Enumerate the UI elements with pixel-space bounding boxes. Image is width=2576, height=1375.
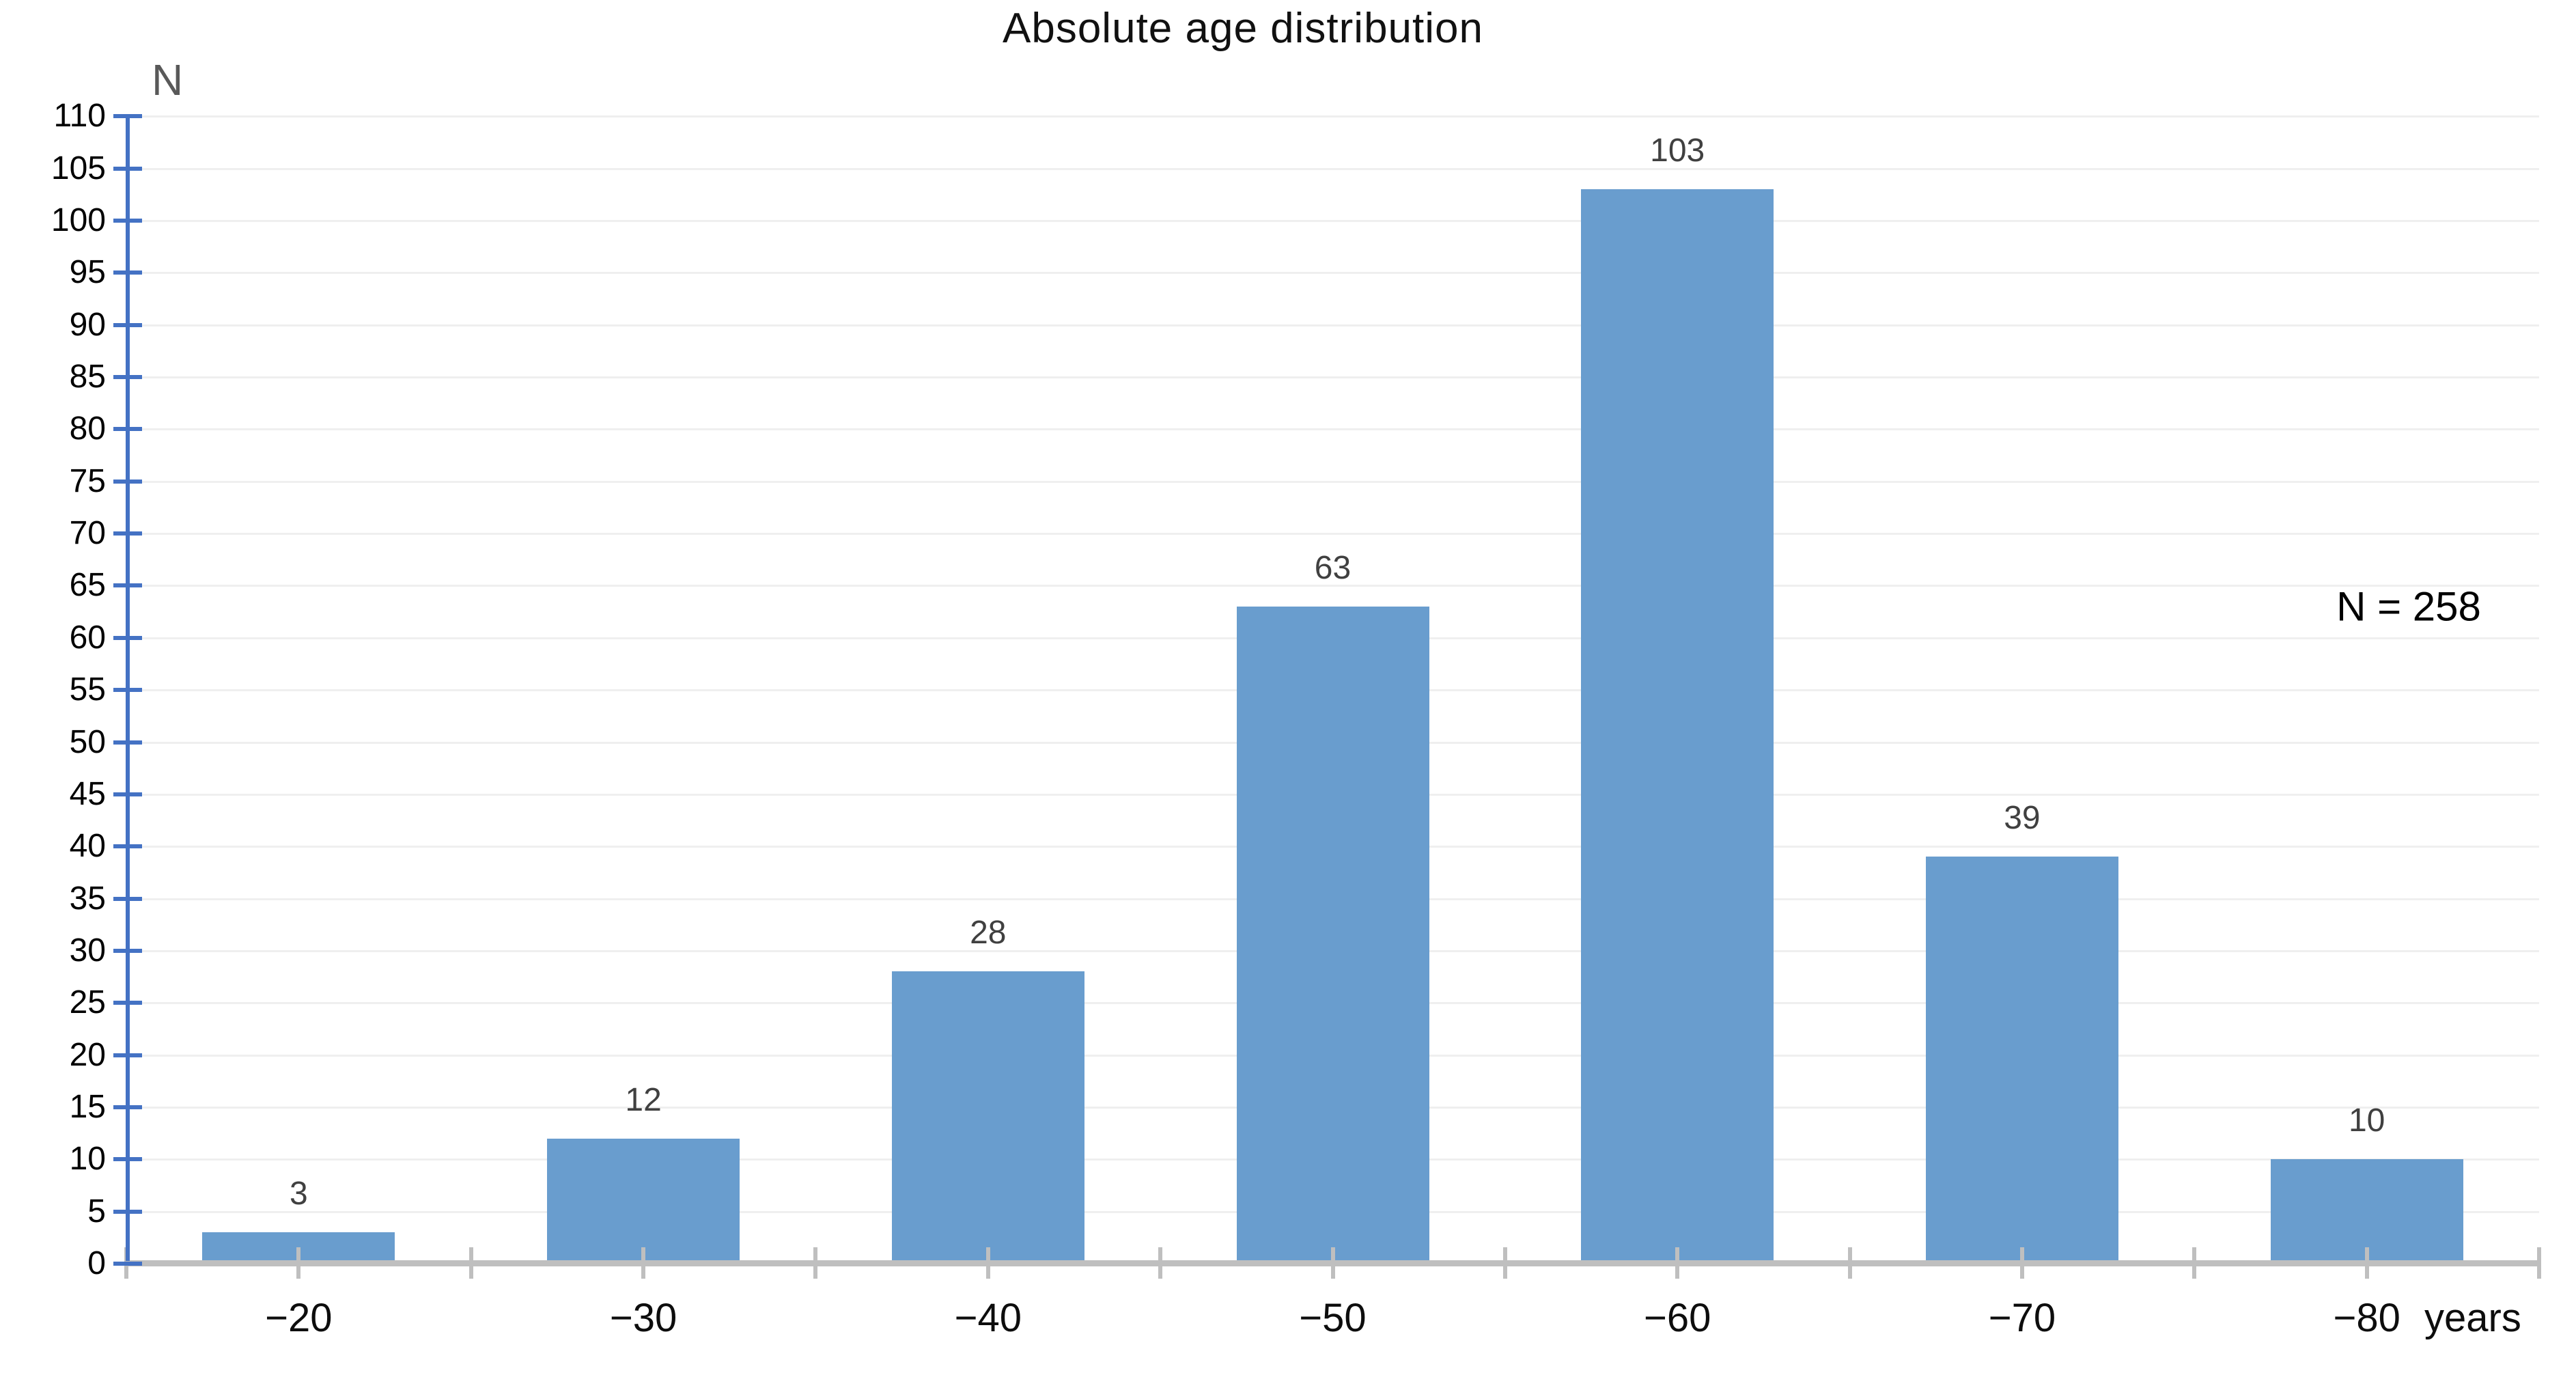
category-label: −50	[1299, 1296, 1367, 1340]
y-tick-label: 70	[69, 515, 106, 552]
category-label: −20	[265, 1296, 333, 1340]
x-tick	[1158, 1247, 1163, 1279]
y-tick-label: 0	[87, 1245, 106, 1281]
y-tick-label: 35	[69, 880, 106, 917]
y-tick-label: 80	[69, 411, 106, 447]
y-gridline	[142, 167, 2539, 170]
y-gridline	[142, 272, 2539, 275]
y-tick-label: 40	[69, 828, 106, 865]
x-tick	[1330, 1247, 1335, 1279]
y-tick	[113, 1157, 142, 1162]
x-tick	[1675, 1247, 1680, 1279]
y-tick-label: 100	[51, 202, 106, 238]
y-axis-title: N	[152, 55, 184, 105]
y-tick	[113, 166, 142, 171]
x-tick	[641, 1247, 646, 1279]
y-tick	[113, 114, 142, 119]
y-gridline	[142, 585, 2539, 587]
y-tick-label: 55	[69, 671, 106, 708]
y-tick	[113, 531, 142, 536]
y-tick	[113, 844, 142, 849]
y-tick	[113, 375, 142, 380]
y-tick-label: 75	[69, 462, 106, 499]
bar-value-label: 3	[289, 1176, 308, 1212]
x-tick	[2364, 1247, 2369, 1279]
y-tick	[113, 479, 142, 484]
y-tick-label: 110	[53, 98, 106, 135]
category-label: −40	[954, 1296, 1022, 1340]
x-tick	[2192, 1247, 2197, 1279]
bar	[547, 1138, 740, 1265]
category-label: −70	[1988, 1296, 2056, 1340]
y-tick-label: 45	[69, 775, 106, 812]
y-tick	[113, 1001, 142, 1005]
y-gridline	[142, 220, 2539, 222]
x-tick	[1502, 1247, 1507, 1279]
y-tick	[113, 792, 142, 796]
y-gridline	[142, 428, 2539, 431]
x-tick	[1847, 1247, 1852, 1279]
y-tick	[113, 1209, 142, 1214]
y-tick-label: 105	[51, 150, 106, 186]
category-label: −30	[609, 1296, 677, 1340]
y-tick	[113, 583, 142, 588]
bar-value-label: 39	[2004, 800, 2041, 837]
y-tick-label: 30	[69, 932, 106, 969]
y-tick-label: 60	[69, 619, 106, 656]
y-tick	[113, 1053, 142, 1057]
bar-value-label: 28	[970, 915, 1007, 952]
bar	[1925, 857, 2118, 1265]
y-gridline	[142, 324, 2539, 327]
y-tick	[113, 635, 142, 640]
y-tick-label: 50	[69, 723, 106, 760]
y-tick-label: 90	[69, 306, 106, 343]
y-tick	[113, 322, 142, 327]
x-tick	[296, 1247, 301, 1279]
x-tick	[985, 1247, 990, 1279]
total-count-annotation: N = 258	[2336, 583, 2481, 630]
y-tick-label: 85	[69, 359, 106, 395]
y-tick-label: 95	[69, 254, 106, 291]
y-tick	[113, 688, 142, 693]
y-gridline	[142, 480, 2539, 483]
y-tick	[113, 740, 142, 745]
y-tick-label: 20	[69, 1036, 106, 1073]
category-label: −60	[1644, 1296, 1711, 1340]
bar	[1581, 189, 1774, 1265]
chart-title: Absolute age distribution	[1002, 5, 1484, 52]
y-gridline	[142, 376, 2539, 379]
category-label: −80	[2333, 1296, 2400, 1340]
bar-value-label: 63	[1314, 549, 1352, 586]
y-tick	[113, 948, 142, 953]
y-gridline	[142, 533, 2539, 536]
x-axis-title: years	[2424, 1296, 2521, 1340]
bar	[891, 971, 1084, 1265]
y-tick-label: 10	[69, 1141, 106, 1178]
y-tick-label: 25	[69, 984, 106, 1021]
y-tick	[113, 1105, 142, 1109]
bar	[1236, 606, 1429, 1265]
bar-value-label: 12	[625, 1081, 662, 1118]
x-tick	[813, 1247, 818, 1279]
y-tick	[113, 427, 142, 432]
y-tick	[113, 1262, 142, 1266]
bar-value-label: 10	[2348, 1102, 2385, 1139]
y-tick-label: 15	[69, 1088, 106, 1125]
x-tick	[468, 1247, 473, 1279]
y-tick	[113, 270, 142, 275]
x-tick	[2537, 1247, 2541, 1279]
y-tick	[113, 219, 142, 223]
y-tick	[113, 896, 142, 901]
y-gridline	[142, 115, 2539, 118]
y-tick-label: 5	[87, 1193, 106, 1230]
x-tick	[2019, 1247, 2024, 1279]
bar-value-label: 103	[1650, 133, 1705, 169]
y-tick-label: 65	[69, 567, 106, 604]
